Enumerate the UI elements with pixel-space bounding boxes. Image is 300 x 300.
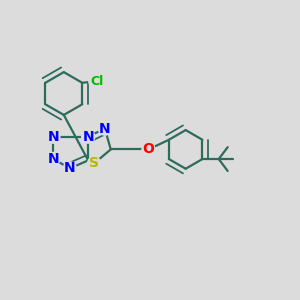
Circle shape [63,162,76,175]
Text: S: S [89,156,99,170]
Circle shape [47,152,60,166]
Circle shape [142,143,155,156]
Text: N: N [48,152,59,166]
Text: Cl: Cl [90,75,103,88]
Circle shape [98,122,111,135]
Circle shape [88,157,101,170]
Text: N: N [82,130,94,144]
Text: N: N [64,161,76,176]
Circle shape [89,74,104,89]
Text: N: N [48,130,59,144]
Circle shape [47,130,60,143]
Circle shape [82,130,95,143]
Text: N: N [99,122,111,136]
Text: O: O [142,142,154,156]
